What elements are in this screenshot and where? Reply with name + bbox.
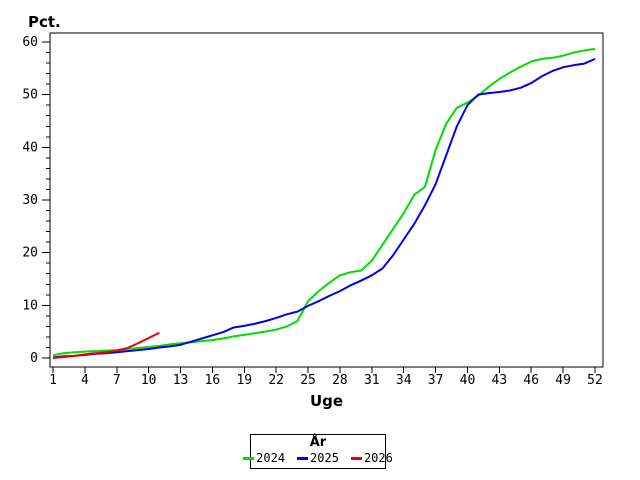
legend-entry-2026: 2026	[350, 451, 393, 465]
legend-label-2026: 2026	[363, 451, 393, 465]
tick-label: 46	[523, 373, 539, 388]
tick-label: 10	[22, 298, 38, 313]
tick-label: 19	[236, 373, 252, 388]
series-line-2024	[52, 47, 596, 357]
legend-swatch-green	[243, 457, 255, 460]
series-line-2026	[52, 331, 160, 359]
tick-label: 34	[396, 373, 412, 388]
tick-label: 28	[332, 373, 348, 388]
legend-label-2024: 2024	[256, 451, 286, 465]
tick-label: 50	[22, 88, 38, 103]
tick-label: 16	[205, 373, 221, 388]
legend: År 2024 2025 2026	[243, 434, 393, 469]
series-line-2025	[52, 57, 596, 359]
tick-label: 10	[141, 373, 157, 388]
tick-label: 22	[268, 373, 284, 388]
tick-label: 13	[173, 373, 189, 388]
tick-label: 49	[555, 373, 571, 388]
tick-label: 40	[22, 140, 38, 155]
tick-label: 20	[22, 246, 38, 261]
legend-entry-2025: 2025	[297, 452, 339, 465]
tick-label: 4	[81, 373, 89, 388]
tick-label: 25	[300, 373, 316, 388]
legend-swatch-red	[350, 457, 362, 460]
tick-label: 30	[22, 193, 38, 208]
y-axis-title: Pct.	[28, 13, 61, 31]
tick-label: 7	[113, 373, 121, 388]
tick-label: 60	[22, 35, 38, 50]
tick-label: 0	[30, 351, 38, 366]
plot-frame	[49, 32, 604, 368]
tick-label: 40	[460, 373, 476, 388]
tick-label: 1	[49, 373, 57, 388]
legend-title: År	[309, 435, 327, 450]
legend-entry-2024: 2024	[243, 452, 285, 465]
tick-label: 43	[492, 373, 508, 388]
legend-swatch-blue	[297, 457, 309, 460]
legend-entries: 2024 2025 2026	[243, 452, 393, 465]
x-axis-title: Uge	[309, 392, 344, 410]
tick-label: 31	[364, 373, 380, 388]
tick-label: 52	[587, 373, 603, 388]
tick-label: 37	[428, 373, 444, 388]
legend-label-2025: 2025	[310, 451, 339, 465]
